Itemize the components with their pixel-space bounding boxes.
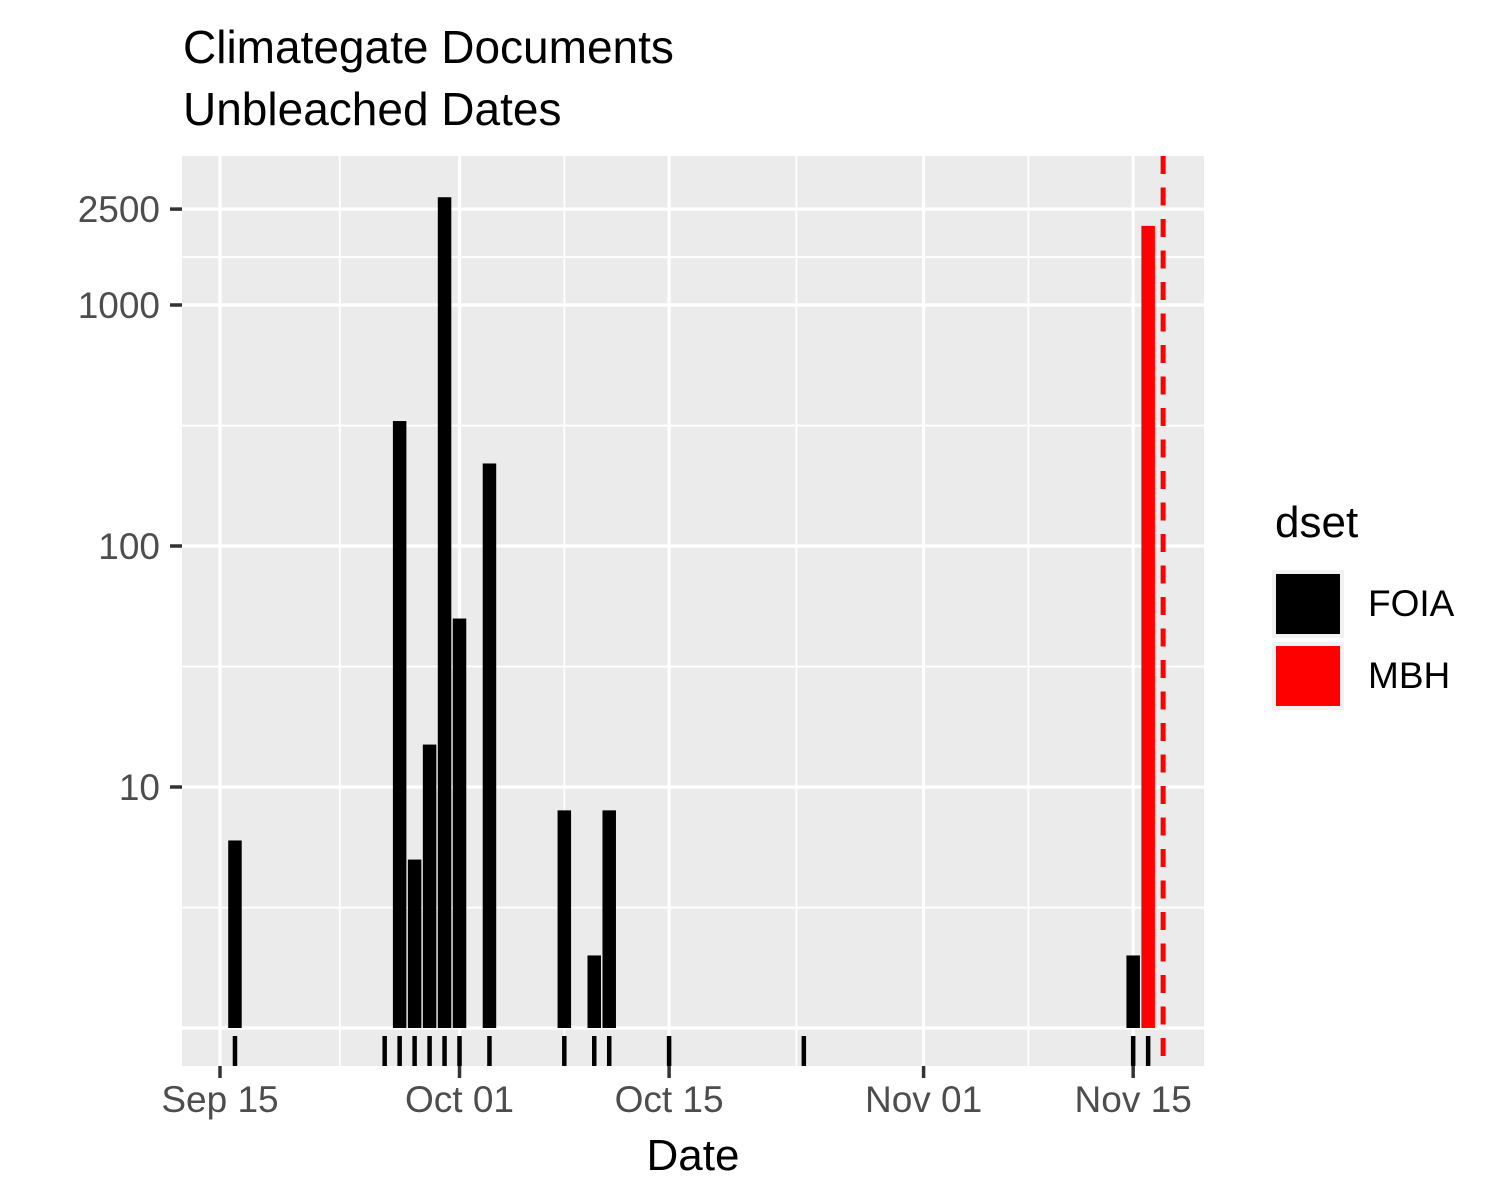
chart-title-line1: Climategate Documents — [183, 21, 674, 73]
bar-foia-oct-03 — [482, 463, 497, 1028]
y-axis-tick — [170, 207, 182, 211]
bar-foia-sep-27 — [392, 421, 407, 1028]
chart-title: Climategate Documents Unbleached Dates — [183, 16, 674, 140]
legend-item-foia: FOIA — [1272, 570, 1454, 638]
bar-foia-sep-29 — [422, 744, 437, 1028]
x-tick-label-sep-15: Sep 15 — [161, 1079, 278, 1120]
rug-mark-oct-10 — [592, 1036, 597, 1066]
y-tick-label-100: 100 — [98, 526, 160, 567]
rug-mark-sep-16 — [232, 1036, 238, 1066]
legend-key-foia — [1272, 570, 1344, 638]
bar-foia-oct-11 — [602, 810, 616, 1028]
x-tick-label-oct-01: Oct 01 — [405, 1079, 514, 1120]
bar-foia-sep-16 — [228, 840, 242, 1028]
rug-mark-nov-15 — [1130, 1036, 1136, 1066]
rug-mark-oct-01 — [457, 1036, 462, 1066]
x-tick-label-nov-15: Nov 15 — [1075, 1079, 1192, 1120]
rug-mark-sep-26 — [382, 1036, 387, 1066]
y-tick-label-2500: 2500 — [78, 189, 160, 230]
rug-mark-oct-11 — [606, 1036, 612, 1066]
x-axis-tick — [667, 1066, 671, 1078]
rug-mark-sep-27 — [397, 1036, 402, 1066]
x-axis-tick — [218, 1066, 222, 1078]
rug-mark-sep-30 — [442, 1036, 447, 1066]
rug-mark-oct-15 — [666, 1036, 672, 1066]
x-tick-label-oct-15: Oct 15 — [615, 1079, 724, 1120]
legend-key-mbh — [1272, 642, 1344, 710]
x-axis-tick — [921, 1066, 926, 1078]
legend-item-mbh: MBH — [1272, 642, 1454, 710]
bar-foia-sep-28 — [407, 859, 422, 1028]
legend: dset FOIA MBH — [1272, 498, 1454, 714]
rug-mark-oct-08 — [562, 1036, 567, 1066]
x-axis-tick — [457, 1066, 462, 1078]
y-axis-tick — [170, 785, 182, 789]
bar-mbh-nov-16 — [1141, 225, 1155, 1028]
rug-mark-oct-24 — [801, 1036, 807, 1066]
y-tick-label-1000: 1000 — [78, 285, 160, 326]
legend-label-foia: FOIA — [1368, 583, 1455, 624]
mbh-swatch-icon — [1276, 646, 1340, 706]
rug-mark-sep-28 — [412, 1036, 417, 1066]
rug-mark-sep-29 — [427, 1036, 432, 1066]
bar-foia-nov-15 — [1126, 955, 1140, 1028]
x-axis-tick — [1131, 1066, 1135, 1078]
legend-label-mbh: MBH — [1368, 655, 1451, 696]
bar-foia-sep-30 — [437, 197, 452, 1028]
bar-foia-oct-08 — [557, 810, 572, 1028]
y-tick-label-10: 10 — [119, 767, 160, 808]
legend-title: dset — [1275, 498, 1359, 547]
y-axis-tick — [170, 303, 182, 307]
x-axis-title: Date — [646, 1131, 740, 1180]
bar-foia-oct-10 — [587, 955, 601, 1028]
bar-foia-oct-01 — [452, 618, 467, 1028]
rug-mark-oct-03 — [487, 1036, 492, 1066]
y-axis-tick — [170, 544, 182, 548]
rug-mark-nov-16 — [1145, 1036, 1151, 1066]
plot-panel — [182, 156, 1204, 1066]
x-tick-label-nov-01: Nov 01 — [865, 1079, 982, 1120]
foia-swatch-icon — [1276, 574, 1340, 634]
chart-title-line2: Unbleached Dates — [183, 83, 562, 135]
